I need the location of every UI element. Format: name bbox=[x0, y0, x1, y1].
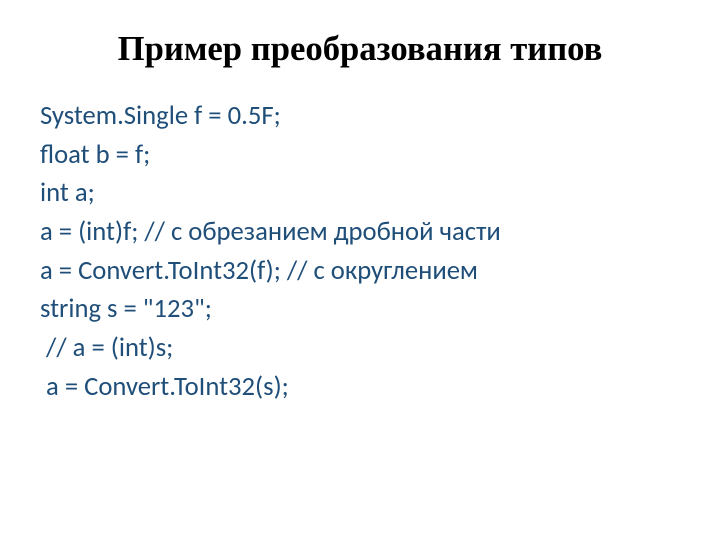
slide-title: Пример преобразования типов bbox=[40, 30, 680, 69]
code-line: string s = "123"; bbox=[40, 290, 680, 329]
code-line: a = Convert.ToInt32(s); bbox=[40, 368, 680, 407]
code-line: System.Single f = 0.5F; bbox=[40, 97, 680, 136]
code-line: a = Convert.ToInt32(f); // с округлением bbox=[40, 252, 680, 291]
code-line: float b = f; bbox=[40, 136, 680, 175]
slide: Пример преобразования типов System.Singl… bbox=[0, 0, 720, 540]
code-line: // a = (int)s; bbox=[40, 329, 680, 368]
code-block: System.Single f = 0.5F;float b = f;int a… bbox=[40, 97, 680, 406]
code-line: a = (int)f; // с обрезанием дробной част… bbox=[40, 213, 680, 252]
code-line: int a; bbox=[40, 174, 680, 213]
